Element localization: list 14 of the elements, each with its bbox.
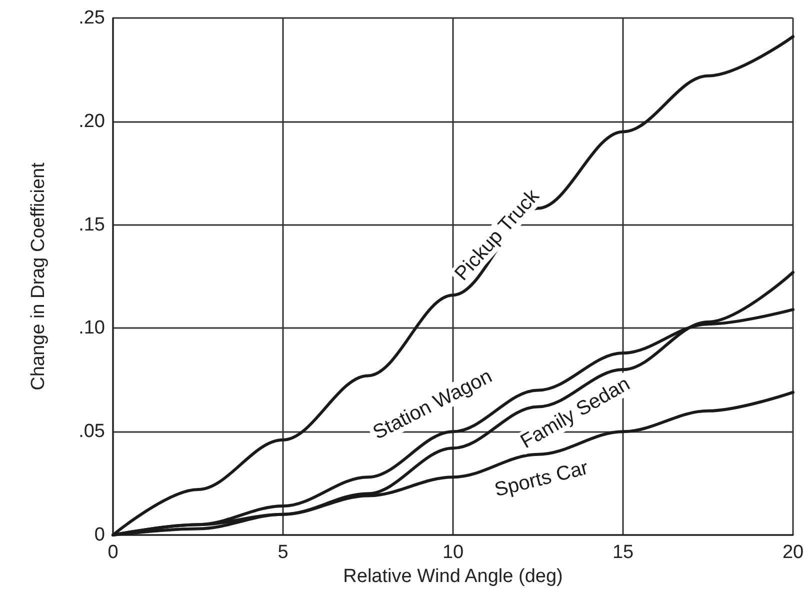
x-tick-label: 15 [612,542,634,563]
y-tick-label: 0 [94,524,105,546]
x-tick-label: 20 [782,542,804,563]
y-tick-label: .25 [78,8,105,28]
text: Sports Car [492,456,591,502]
y-tick-label: .20 [78,110,105,132]
x-tick-label: 0 [108,542,118,563]
x-tick-label: 5 [278,542,288,563]
x-tick-label: 10 [442,542,464,563]
y-axis-title: Change in Drag Coefficient [28,162,49,390]
x-axis-title: Relative Wind Angle (deg) [343,566,563,587]
y-tick-label: .10 [78,318,105,339]
y-tick-label: .05 [78,421,105,442]
y-tick-label: .15 [78,214,105,236]
